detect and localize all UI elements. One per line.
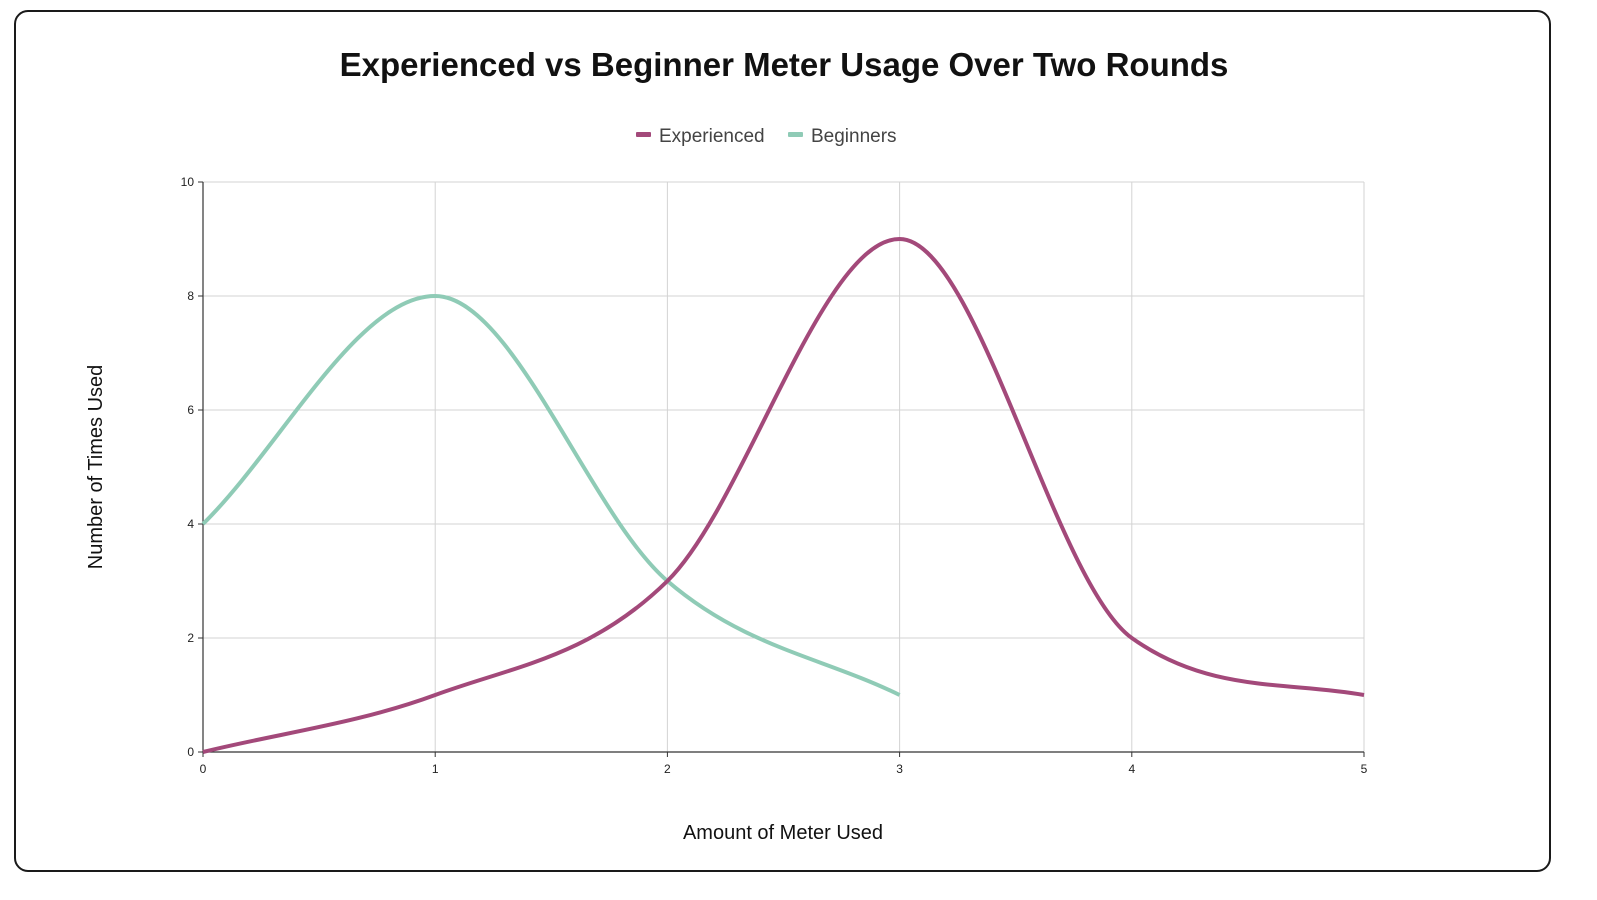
series-lines [201, 237, 1365, 754]
legend-swatch-beginners [788, 132, 803, 137]
x-tick-label: 4 [1128, 762, 1135, 776]
x-axis-title: Amount of Meter Used [683, 822, 883, 844]
x-tick-label: 0 [200, 762, 207, 776]
x-axis-ticks: 0 1 2 3 4 5 [200, 752, 1368, 776]
legend: Experienced Beginners [636, 126, 897, 147]
x-tick-label: 5 [1361, 762, 1368, 776]
x-tick-label: 2 [664, 762, 671, 776]
y-tick-label: 4 [187, 517, 194, 531]
y-tick-label: 0 [187, 745, 194, 759]
series-line-experienced [202, 237, 1365, 754]
y-tick-label: 8 [187, 289, 194, 303]
series-line-beginners [201, 294, 901, 697]
legend-swatch-experienced [636, 132, 651, 137]
y-tick-label: 2 [187, 631, 194, 645]
x-tick-label: 1 [432, 762, 439, 776]
chart-title: Experienced vs Beginner Meter Usage Over… [340, 46, 1229, 83]
y-axis-ticks: 0 2 4 6 8 10 [181, 175, 203, 759]
y-tick-label: 10 [181, 175, 195, 189]
legend-label-experienced: Experienced [659, 126, 765, 147]
y-tick-label: 6 [187, 403, 194, 417]
axes [202, 182, 1364, 753]
chart-card [14, 10, 1551, 872]
legend-label-beginners: Beginners [811, 126, 897, 147]
y-axis-title: Number of Times Used [85, 365, 107, 570]
x-tick-label: 3 [896, 762, 903, 776]
